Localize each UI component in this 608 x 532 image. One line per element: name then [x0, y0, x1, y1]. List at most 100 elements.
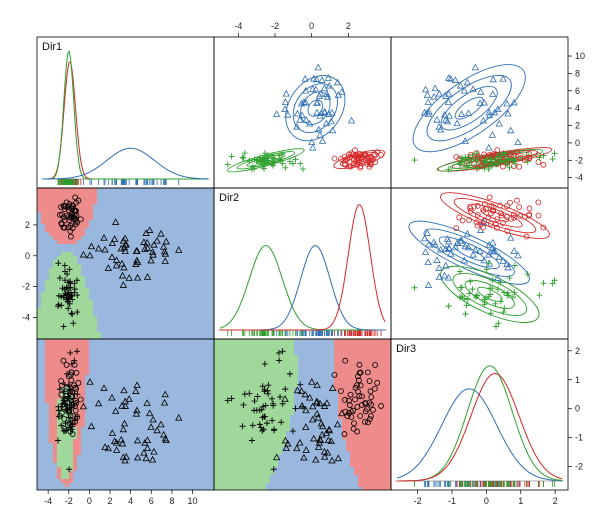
region-cell	[49, 252, 54, 257]
region-cell	[298, 379, 303, 384]
region-cell	[322, 459, 327, 464]
region-cell	[93, 463, 98, 468]
region-cell	[45, 252, 50, 257]
region-cell	[270, 479, 275, 484]
region-cell	[117, 471, 122, 476]
region-cell	[85, 455, 90, 460]
region-cell	[101, 200, 106, 205]
region-cell	[286, 443, 291, 448]
region-cell	[213, 419, 214, 424]
region-cell	[153, 308, 158, 313]
region-cell	[153, 359, 158, 364]
region-cell	[262, 483, 267, 488]
region-cell	[45, 411, 50, 416]
region-cell	[250, 363, 255, 368]
data-point-triangle	[133, 381, 141, 389]
region-cell	[85, 196, 90, 201]
region-cell	[209, 276, 214, 281]
region-cell	[262, 363, 267, 368]
data-point-circle	[72, 221, 79, 228]
region-cell	[242, 359, 247, 364]
region-cell	[61, 208, 66, 213]
region-cell	[149, 363, 154, 368]
region-cell	[298, 375, 303, 380]
region-cell	[85, 347, 90, 352]
region-cell	[250, 359, 255, 364]
region-cell	[282, 371, 287, 376]
region-cell	[57, 471, 62, 476]
region-cell	[105, 312, 110, 317]
region-cell	[89, 212, 94, 217]
data-point-plus	[63, 427, 70, 434]
region-cell	[145, 300, 150, 305]
region-cell	[213, 487, 214, 490]
region-cell	[222, 355, 227, 360]
region-cell	[145, 355, 150, 360]
region-cell	[230, 475, 235, 480]
region-cell	[61, 387, 66, 392]
region-cell	[193, 240, 198, 245]
region-cell	[242, 375, 247, 380]
region-cell	[173, 300, 178, 305]
region-cell	[65, 260, 70, 265]
region-cell	[201, 272, 206, 277]
region-cell	[266, 471, 271, 476]
region-cell	[73, 280, 78, 285]
region-cell	[266, 475, 271, 480]
region-cell	[137, 288, 142, 293]
region-cell	[230, 387, 235, 392]
region-cell	[57, 336, 62, 339]
region-cell	[193, 467, 198, 472]
region-cell	[294, 407, 299, 412]
region-cell	[81, 304, 86, 309]
region-cell	[129, 196, 134, 201]
region-cell	[189, 260, 194, 265]
region-cell	[61, 339, 66, 344]
region-cell	[153, 304, 158, 309]
region-cell	[37, 232, 42, 237]
region-cell	[49, 383, 54, 388]
region-cell	[197, 371, 202, 376]
region-cell	[274, 367, 279, 372]
region-cell	[254, 363, 259, 368]
region-cell	[137, 387, 142, 392]
region-cell	[157, 252, 162, 257]
data-point-triangle	[160, 398, 169, 406]
region-cell	[197, 284, 202, 289]
region-cell	[157, 395, 162, 400]
region-cell	[169, 411, 174, 416]
region-cell	[37, 375, 42, 380]
region-cell	[274, 483, 279, 488]
region-cell	[109, 471, 114, 476]
region-cell	[282, 427, 287, 432]
region-cell	[306, 419, 311, 424]
region-cell	[109, 371, 114, 376]
region-cell	[121, 208, 126, 213]
region-cell	[69, 284, 74, 289]
region-cell	[330, 447, 335, 452]
region-cell	[141, 347, 146, 352]
region-cell	[113, 467, 118, 472]
region-cell	[153, 228, 158, 233]
region-cell	[218, 423, 223, 428]
region-cell	[318, 455, 323, 460]
region-cell	[153, 248, 158, 253]
region-cell	[189, 427, 194, 432]
region-cell	[165, 284, 170, 289]
region-cell	[93, 447, 98, 452]
data-point-triangle	[108, 393, 116, 401]
region-cell	[334, 411, 339, 416]
region-cell	[234, 403, 239, 408]
region-cell	[209, 427, 214, 432]
region-cell	[173, 336, 178, 339]
region-cell	[282, 351, 287, 356]
region-cell	[173, 395, 178, 400]
region-cell	[205, 332, 210, 337]
region-cell	[137, 272, 142, 277]
region-cell	[121, 451, 126, 456]
region-cell	[302, 351, 307, 356]
region-cell	[45, 447, 50, 452]
region-cell	[145, 276, 150, 281]
region-cell	[205, 479, 210, 484]
region-cell	[41, 383, 46, 388]
